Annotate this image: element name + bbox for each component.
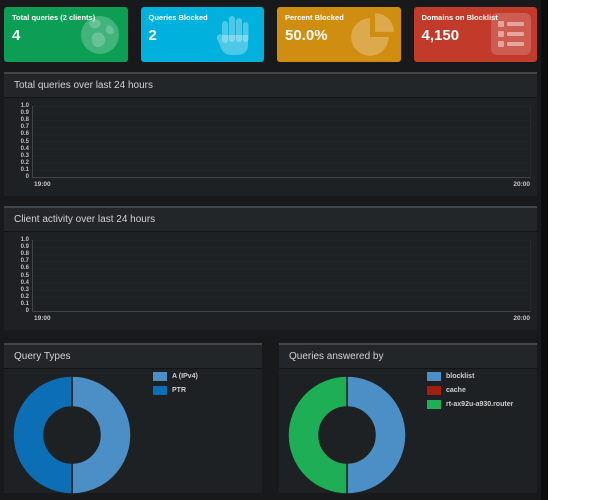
card-total-queries: Total queries (2 clients) 4 (4, 7, 128, 62)
panel-query-types: Query Types A (IPv4) PTR (4, 343, 262, 495)
x-axis: 19:00 20:00 (10, 312, 531, 325)
card-title: Domains on Blocklist (421, 13, 498, 22)
scrollbar[interactable] (541, 0, 548, 500)
y-tick: 0 (25, 174, 29, 180)
card-value: 4,150 (421, 27, 460, 44)
y-tick: 0.9 (20, 244, 29, 251)
card-title: Percent Blocked (285, 13, 344, 22)
card-title: Total queries (2 clients) (12, 13, 96, 22)
card-value: 2 (148, 27, 157, 44)
y-tick: 0.2 (20, 159, 29, 166)
y-tick: 0.6 (20, 131, 29, 138)
card-title: Queries Blocked (148, 13, 208, 22)
client-activity-chart[interactable]: 1.0 0.9 0.8 0.7 0.6 0.5 0.4 0.3 0.2 0.1 0 19:00 20… (10, 237, 531, 325)
y-tick: 0.4 (20, 279, 29, 286)
card-queries-blocked: Queries Blocked 2 (140, 7, 264, 62)
legend-swatch (427, 386, 441, 395)
y-tick: 0.1 (20, 166, 29, 173)
legend-swatch (427, 400, 441, 409)
donut-slice[interactable] (287, 375, 348, 495)
stat-cards-row: Total queries (2 clients) 4 Queries Bloc… (4, 7, 537, 62)
y-tick: 0.2 (20, 293, 29, 300)
panel-client-activity: Client activity over last 24 hours 1.0 0.… (4, 206, 537, 330)
panel-title: Client activity over last 24 hours (4, 208, 537, 232)
legend-label: blocklist (446, 373, 475, 380)
y-axis: 1.0 0.9 0.8 0.7 0.6 0.5 0.4 0.3 0.2 0.1 0 (10, 103, 32, 180)
y-axis: 1.0 0.9 0.8 0.7 0.6 0.5 0.4 0.3 0.2 0.1 0 (10, 237, 32, 314)
legend-swatch (153, 372, 167, 381)
legend-label: cache (446, 387, 466, 394)
y-tick: 0.9 (20, 110, 29, 117)
legend-item[interactable]: PTR (153, 386, 198, 395)
chart-plot-area (32, 240, 531, 312)
legend-swatch (427, 372, 441, 381)
answered-by-donut[interactable] (285, 373, 409, 497)
donut-slice[interactable] (71, 375, 132, 495)
y-tick: 1.0 (20, 103, 29, 109)
y-tick: 0.5 (20, 138, 29, 145)
y-tick: 1.0 (20, 237, 29, 243)
y-tick: 0.6 (20, 265, 29, 272)
legend-item[interactable]: A (IPv4) (153, 372, 198, 381)
y-tick: 0.5 (20, 272, 29, 279)
panel-title: Query Types (4, 345, 262, 369)
legend-item[interactable]: cache (427, 386, 513, 395)
panel-total-queries: Total queries over last 24 hours 1.0 0.9 0… (4, 72, 537, 196)
total-queries-chart[interactable]: 1.0 0.9 0.8 0.7 0.6 0.5 0.4 0.3 0.2 0.1 0 19:00 20… (10, 103, 531, 191)
y-tick: 0.4 (20, 145, 29, 152)
card-domains-blocklist: Domains on Blocklist 4,150 (413, 7, 537, 62)
dashboard-content: Total queries (2 clients) 4 Queries Bloc… (0, 0, 541, 500)
query-types-donut[interactable] (10, 373, 134, 497)
y-tick: 0.7 (20, 124, 29, 131)
x-tick-end: 20:00 (513, 315, 530, 322)
legend-label: PTR (172, 387, 186, 394)
legend-item[interactable]: rt-ax92u-a930.router (427, 400, 513, 409)
y-tick: 0.1 (20, 300, 29, 307)
card-value: 50.0% (285, 27, 328, 44)
x-tick-start: 19:00 (34, 181, 51, 188)
globe-icon (76, 11, 124, 62)
x-axis: 19:00 20:00 (10, 178, 531, 191)
y-tick: 0.8 (20, 117, 29, 124)
y-tick: 0 (25, 308, 29, 314)
y-tick: 0.3 (20, 152, 29, 159)
query-types-legend: A (IPv4) PTR (153, 372, 198, 400)
legend-label: A (IPv4) (172, 373, 198, 380)
list-icon (487, 11, 533, 62)
legend-item[interactable]: blocklist (427, 372, 513, 381)
answered-by-legend: blocklist cache rt-ax92u-a930.router (427, 372, 513, 414)
x-tick-end: 20:00 (513, 181, 530, 188)
panel-title: Queries answered by (279, 345, 537, 369)
x-tick-start: 19:00 (34, 315, 51, 322)
y-tick: 0.7 (20, 258, 29, 265)
legend-swatch (153, 386, 167, 395)
y-tick: 0.8 (20, 251, 29, 258)
donut-slice[interactable] (346, 375, 407, 495)
card-value: 4 (12, 27, 21, 44)
card-percent-blocked: Percent Blocked 50.0% (277, 7, 401, 62)
legend-label: rt-ax92u-a930.router (446, 401, 514, 408)
donut-slice[interactable] (12, 375, 73, 495)
chart-plot-area (32, 106, 531, 178)
panel-title: Total queries over last 24 hours (4, 74, 537, 98)
pie-chart-icon (347, 11, 397, 62)
y-tick: 0.3 (20, 286, 29, 293)
hand-icon (212, 11, 260, 62)
bottom-charts-row: Query Types A (IPv4) PTR Queries answered… (4, 343, 537, 495)
panel-answered-by: Queries answered by blocklist cache rt-ax9… (279, 343, 537, 495)
page-white-margin (548, 0, 612, 500)
